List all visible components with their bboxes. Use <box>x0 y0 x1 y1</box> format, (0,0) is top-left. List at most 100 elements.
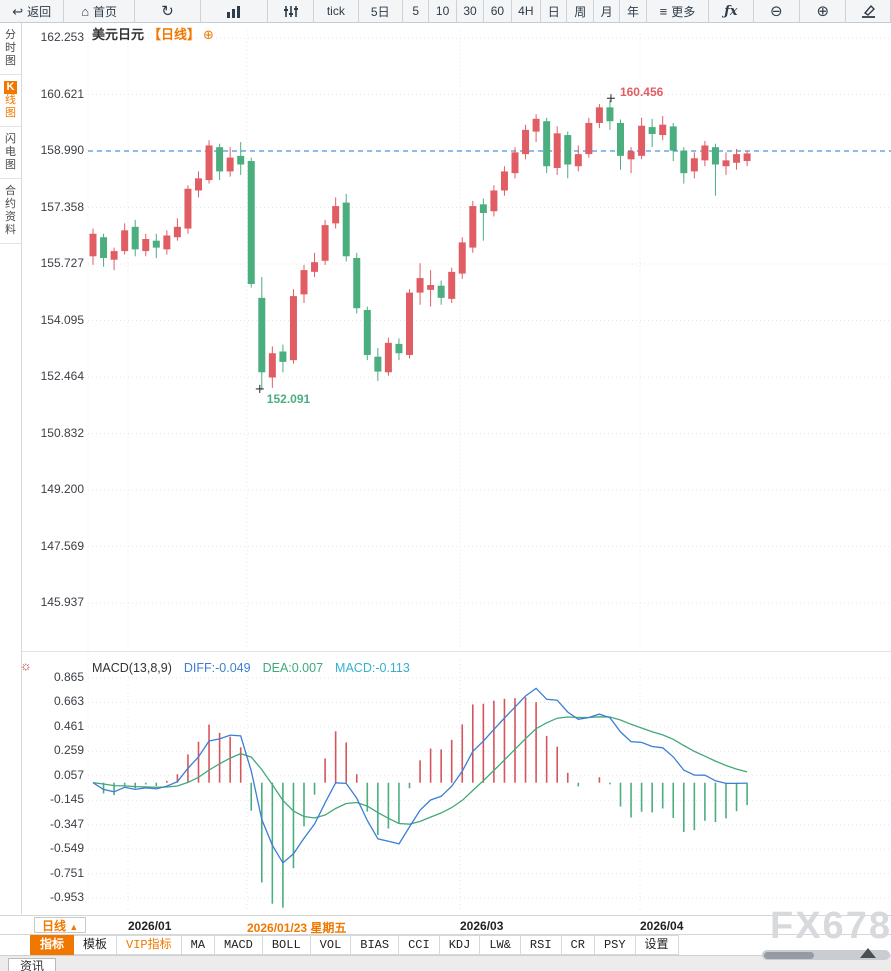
main-y-axis-label: 145.937 <box>40 595 84 609</box>
x-axis-label: 2026/04 <box>640 919 684 933</box>
indicator-settings-icon[interactable]: ☼ <box>20 658 32 673</box>
toolbar-item-weekly[interactable]: 周 <box>567 0 594 22</box>
toolbar-item-m5[interactable]: 5 <box>403 0 430 22</box>
add-indicator-icon[interactable]: ⊕ <box>203 27 214 42</box>
tab-MACD[interactable]: MACD <box>215 935 263 955</box>
toolbar-item-label: 5日 <box>370 4 390 19</box>
toolbar-item-bar-chart[interactable] <box>201 0 268 22</box>
x-axis-label-selected: 2026/01/23 星期五 <box>247 921 347 935</box>
toolbar-item-more[interactable]: ≡ 更多 <box>647 0 710 22</box>
sidebar-item-char: 闪 <box>5 133 16 145</box>
divider <box>0 955 891 956</box>
tab-CR[interactable]: CR <box>561 935 595 955</box>
macd-y-axis-label: -0.145 <box>49 792 84 807</box>
tab-VOL[interactable]: VOL <box>310 935 352 955</box>
sidebar-item-分时图[interactable]: 分时图 <box>0 23 21 75</box>
toolbar-item-label: 更多 <box>671 4 696 19</box>
refresh-icon: ↻ <box>161 2 174 20</box>
toolbar-item-label: 首页 <box>93 4 118 19</box>
zoom-out-icon: ⊖ <box>770 2 783 20</box>
macd-label: MACD(13,8,9) <box>92 661 172 675</box>
macd-y-axis-label: 0.259 <box>53 743 84 758</box>
tab-指标[interactable]: 指标 <box>30 935 75 955</box>
sidebar-item-char: 资 <box>5 211 16 223</box>
x-axis-label: 2026/01 <box>128 919 172 933</box>
tab-LW&[interactable]: LW& <box>480 935 521 955</box>
toolbar-item-label: 日 <box>547 4 560 19</box>
macd-y-axis-label: 0.865 <box>53 670 84 684</box>
main-y-axis-label: 157.358 <box>40 199 84 214</box>
sidebar-item-闪电图[interactable]: 闪电图 <box>0 127 21 179</box>
sidebar-item-char: 图 <box>5 55 16 67</box>
toolbar-item-label: 4H <box>518 4 534 18</box>
period-select-button[interactable]: 日线 ▲ <box>34 917 87 933</box>
tab-模板[interactable]: 模板 <box>74 935 118 955</box>
horizontal-scrollbar-track[interactable] <box>762 950 890 960</box>
macd-y-axis-label: -0.751 <box>49 865 84 880</box>
tab-VIP指标[interactable]: VIP指标 <box>117 935 182 955</box>
toolbar-item-monthly[interactable]: 月 <box>594 0 621 22</box>
x-axis-label: 2026/03 <box>460 919 504 933</box>
toolbar-item-zoom-in[interactable]: ⊕ <box>800 0 847 22</box>
toolbar-item-draw[interactable] <box>846 0 891 22</box>
toolbar-item-label: 返回 <box>27 4 52 19</box>
tab-BOLL[interactable]: BOLL <box>262 935 311 955</box>
page-title: 美元日元 【日线】 ⊕ <box>92 24 214 43</box>
bar-chart-icon <box>226 5 240 18</box>
tab-news[interactable]: 资讯 <box>8 958 57 971</box>
tab-BIAS[interactable]: BIAS <box>351 935 400 955</box>
toolbar-item-h4[interactable]: 4H <box>512 0 542 22</box>
macd-y-axis-label: 0.057 <box>53 767 84 782</box>
sidebar-item-char: K <box>4 81 17 94</box>
x-axis-band <box>0 915 891 935</box>
toolbar-item-label: 10 <box>435 4 450 18</box>
toolbar-item-candle-chart[interactable] <box>268 0 315 22</box>
main-y-axis-label: 162.253 <box>40 30 84 44</box>
tab-CCI[interactable]: CCI <box>399 935 440 955</box>
indicator-tab-bar: 指标 模板 VIP指标 MA MACD BOLL VOL BIAS CCI KDJ LW& RSI CR… <box>30 935 679 955</box>
toolbar-item-refresh[interactable]: ↻ <box>135 0 202 22</box>
toolbar-item-label: 年 <box>627 4 640 19</box>
sidebar-item-char: 电 <box>5 146 16 158</box>
sidebar-item-char: 约 <box>5 198 16 210</box>
macd-y-axis-label: -0.347 <box>49 816 84 831</box>
main-y-axis-label: 155.727 <box>40 256 84 270</box>
scroll-up-arrow[interactable] <box>860 948 876 958</box>
tab-MA[interactable]: MA <box>181 935 216 955</box>
home-icon: ⌂ <box>81 3 90 19</box>
sliders-icon <box>283 5 298 17</box>
tab-KDJ[interactable]: KDJ <box>439 935 481 955</box>
low-price-annotation: 152.091 <box>266 391 311 406</box>
toolbar-item-tick[interactable]: tick <box>314 0 359 22</box>
toolbar-item-fx-functions[interactable]: ƒx <box>709 0 754 22</box>
sidebar-item-char: 合 <box>5 185 16 197</box>
toolbar-item-back[interactable]: ↩ 返回 <box>0 0 65 22</box>
tab-RSI[interactable]: RSI <box>520 935 562 955</box>
toolbar-item-label: 5 <box>412 4 419 18</box>
main-y-axis-label: 158.990 <box>40 143 84 157</box>
sidebar-item-char: 图 <box>5 159 16 171</box>
symbol-name: 美元日元 <box>92 27 145 42</box>
horizontal-scrollbar-handle[interactable] <box>764 951 814 959</box>
tab-PSY[interactable]: PSY <box>594 935 636 955</box>
toolbar-item-m30[interactable]: 30 <box>457 0 485 22</box>
toolbar-item-home[interactable]: ⌂ 首页 <box>64 0 135 22</box>
toolbar-item-daily[interactable]: 日 <box>541 0 568 22</box>
top-toolbar: ↩ 返回 ⌂ 首页 ↻ tick 5日 5 10 30 60 4H 日周月年 ≡ 更多 ƒx ⊖ ⊕ <box>0 0 891 23</box>
macd-dea-value: DEA:0.007 <box>262 661 324 675</box>
period-tag: 【日线】 <box>148 27 201 42</box>
toolbar-item-m10[interactable]: 10 <box>429 0 457 22</box>
toolbar-item-yearly[interactable]: 年 <box>620 0 647 22</box>
toolbar-item-zoom-out[interactable]: ⊖ <box>754 0 801 22</box>
main-y-axis-label: 152.464 <box>40 369 84 383</box>
tab-设置[interactable]: 设置 <box>635 935 679 955</box>
toolbar-item-5day[interactable]: 5日 <box>359 0 403 22</box>
sidebar-item-合约资料[interactable]: 合约资料 <box>0 179 21 244</box>
fx-icon: ƒx <box>724 3 738 19</box>
toolbar-item-m60[interactable]: 60 <box>484 0 512 22</box>
toolbar-item-label: 周 <box>574 4 587 19</box>
